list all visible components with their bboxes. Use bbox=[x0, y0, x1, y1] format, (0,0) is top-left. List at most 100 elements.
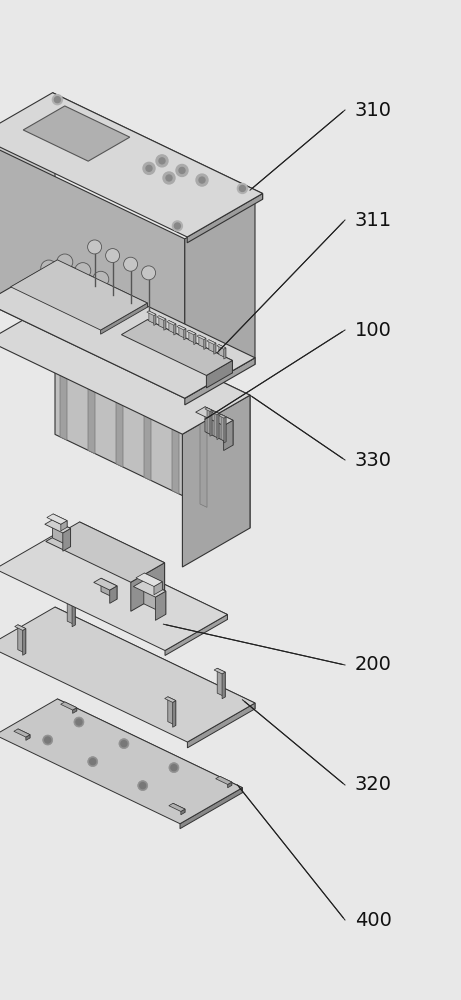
Polygon shape bbox=[173, 803, 185, 812]
Circle shape bbox=[162, 714, 168, 720]
Polygon shape bbox=[53, 520, 71, 547]
Circle shape bbox=[199, 177, 205, 183]
Polygon shape bbox=[207, 360, 232, 388]
Polygon shape bbox=[200, 371, 207, 507]
Circle shape bbox=[156, 155, 168, 167]
Polygon shape bbox=[131, 563, 165, 611]
Polygon shape bbox=[58, 699, 242, 793]
Circle shape bbox=[43, 735, 53, 745]
Polygon shape bbox=[147, 311, 156, 316]
Polygon shape bbox=[0, 302, 250, 434]
Polygon shape bbox=[219, 414, 226, 418]
Circle shape bbox=[124, 648, 134, 658]
Polygon shape bbox=[64, 596, 75, 602]
Circle shape bbox=[140, 783, 146, 789]
Polygon shape bbox=[207, 408, 212, 435]
Polygon shape bbox=[0, 533, 227, 651]
Circle shape bbox=[88, 240, 101, 254]
Polygon shape bbox=[165, 697, 176, 702]
Circle shape bbox=[159, 158, 165, 164]
Polygon shape bbox=[55, 607, 255, 709]
Polygon shape bbox=[72, 600, 75, 627]
Polygon shape bbox=[88, 317, 95, 454]
Text: 311: 311 bbox=[355, 211, 392, 230]
Circle shape bbox=[206, 688, 212, 694]
Polygon shape bbox=[187, 193, 263, 243]
Circle shape bbox=[171, 765, 177, 771]
Polygon shape bbox=[169, 803, 185, 811]
Polygon shape bbox=[61, 521, 67, 531]
Circle shape bbox=[146, 165, 152, 171]
Polygon shape bbox=[116, 331, 123, 467]
Circle shape bbox=[143, 162, 155, 174]
Polygon shape bbox=[179, 325, 186, 339]
Polygon shape bbox=[144, 573, 162, 590]
Circle shape bbox=[22, 647, 28, 653]
Polygon shape bbox=[216, 776, 232, 784]
Text: 330: 330 bbox=[355, 450, 392, 470]
Text: 400: 400 bbox=[355, 910, 392, 930]
Polygon shape bbox=[60, 304, 67, 440]
Circle shape bbox=[57, 254, 73, 270]
Polygon shape bbox=[0, 699, 242, 824]
Polygon shape bbox=[11, 260, 148, 330]
Polygon shape bbox=[101, 578, 117, 599]
Circle shape bbox=[166, 175, 172, 181]
Polygon shape bbox=[219, 345, 226, 358]
Polygon shape bbox=[165, 615, 227, 656]
Circle shape bbox=[169, 763, 179, 773]
Polygon shape bbox=[228, 782, 232, 788]
Polygon shape bbox=[14, 729, 30, 737]
Polygon shape bbox=[189, 330, 196, 343]
Polygon shape bbox=[184, 329, 186, 340]
Polygon shape bbox=[0, 93, 263, 237]
Polygon shape bbox=[144, 344, 151, 480]
Polygon shape bbox=[217, 668, 225, 697]
Circle shape bbox=[239, 185, 245, 191]
Circle shape bbox=[93, 271, 109, 287]
Polygon shape bbox=[58, 533, 227, 619]
Polygon shape bbox=[194, 334, 196, 345]
Circle shape bbox=[163, 172, 175, 184]
Polygon shape bbox=[199, 335, 206, 348]
Polygon shape bbox=[121, 320, 232, 375]
Polygon shape bbox=[26, 735, 30, 740]
Polygon shape bbox=[67, 596, 75, 625]
Circle shape bbox=[80, 674, 90, 684]
Circle shape bbox=[88, 757, 98, 767]
Polygon shape bbox=[224, 417, 226, 443]
Polygon shape bbox=[154, 582, 162, 595]
Circle shape bbox=[204, 686, 214, 696]
Polygon shape bbox=[169, 321, 176, 334]
Polygon shape bbox=[221, 414, 226, 442]
Polygon shape bbox=[197, 335, 206, 340]
Polygon shape bbox=[205, 408, 212, 411]
Polygon shape bbox=[168, 697, 176, 725]
Polygon shape bbox=[164, 319, 166, 330]
Polygon shape bbox=[224, 420, 233, 451]
Polygon shape bbox=[73, 708, 77, 713]
Polygon shape bbox=[53, 93, 263, 199]
Circle shape bbox=[20, 645, 30, 655]
Circle shape bbox=[45, 737, 51, 743]
Polygon shape bbox=[180, 788, 242, 829]
Text: 100: 100 bbox=[355, 320, 392, 340]
Polygon shape bbox=[80, 522, 165, 592]
Polygon shape bbox=[185, 198, 255, 398]
Polygon shape bbox=[217, 414, 219, 440]
Polygon shape bbox=[183, 395, 250, 567]
Polygon shape bbox=[181, 809, 185, 815]
Polygon shape bbox=[133, 581, 166, 597]
Polygon shape bbox=[154, 314, 156, 325]
Polygon shape bbox=[174, 324, 176, 335]
Polygon shape bbox=[167, 321, 176, 325]
Circle shape bbox=[121, 741, 127, 747]
Text: 320: 320 bbox=[355, 776, 392, 794]
Polygon shape bbox=[55, 262, 255, 364]
Polygon shape bbox=[214, 343, 216, 354]
Circle shape bbox=[41, 260, 57, 276]
Polygon shape bbox=[224, 348, 226, 359]
Circle shape bbox=[119, 739, 129, 749]
Circle shape bbox=[64, 619, 74, 629]
Polygon shape bbox=[0, 102, 55, 302]
